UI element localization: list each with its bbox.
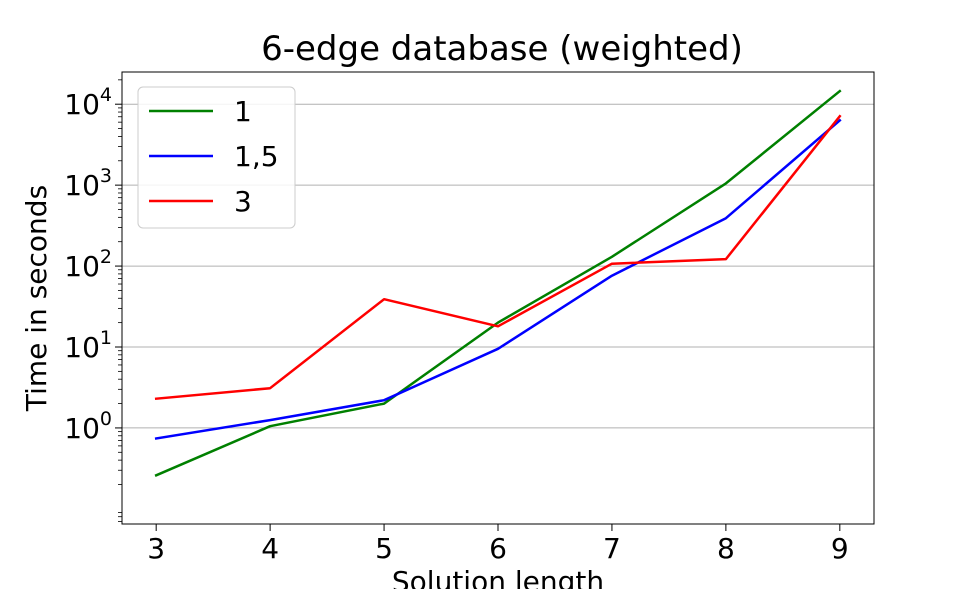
series-line-3 [154, 114, 842, 401]
x-tick-label: 4 [261, 532, 279, 565]
y-tick-label: 100 [64, 408, 112, 445]
x-tick-label: 9 [831, 532, 849, 565]
x-tick-label: 8 [717, 532, 735, 565]
legend-box [137, 86, 296, 229]
y-tick-label: 102 [64, 246, 112, 283]
x-tick-label: 7 [603, 532, 621, 565]
y-tick-label: 104 [64, 84, 112, 121]
x-tick-label: 5 [375, 532, 393, 565]
y-tick-label: 103 [64, 165, 112, 202]
x-axis-ticks: 3 4 5 6 7 8 9 [147, 524, 849, 565]
y-tick-label: 101 [64, 327, 112, 364]
x-tick-label: 6 [489, 532, 507, 565]
legend-label: 3 [234, 185, 252, 218]
legend-label: 1 [234, 95, 252, 128]
legend-label: 1,5 [234, 140, 279, 173]
x-tick-label: 3 [147, 532, 165, 565]
x-axis-title: Solution length [392, 565, 604, 589]
y-axis-ticks: 100 101 102 103 104 [64, 79, 122, 522]
y-axis-title: Time in seconds [20, 185, 53, 412]
series-line-1-5 [154, 118, 842, 440]
legend: 11,53 [137, 86, 296, 229]
series-line-1 [154, 89, 842, 477]
series-lines [154, 89, 842, 477]
chart-title: 6-edge database (weighted) [261, 29, 743, 69]
